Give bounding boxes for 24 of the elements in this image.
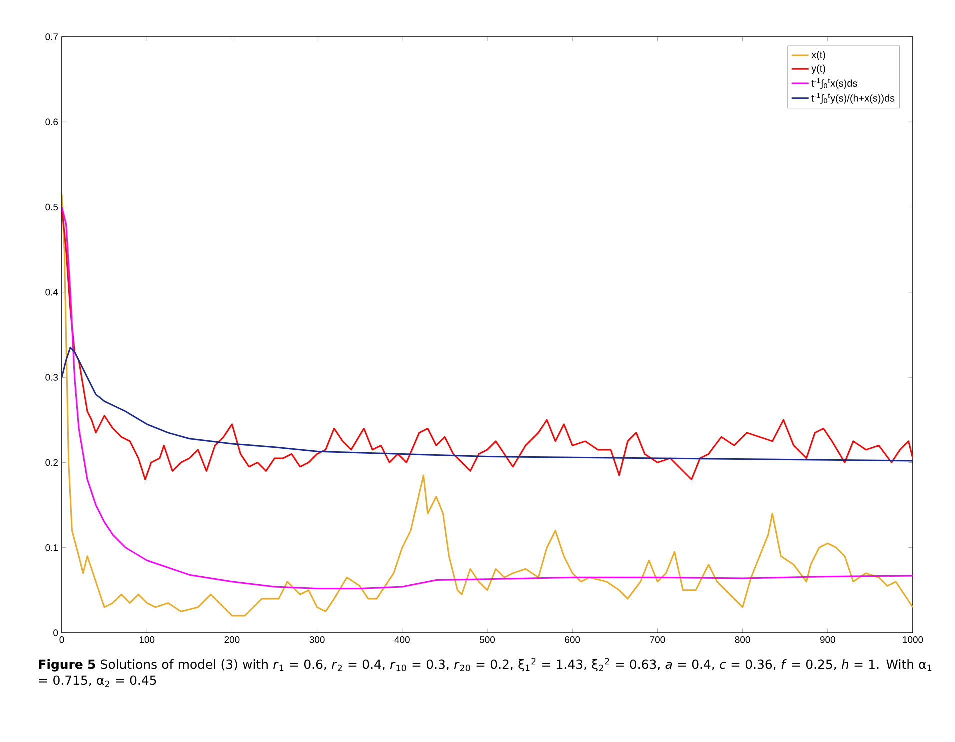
x-tick-label: 200 xyxy=(224,636,240,644)
x-tick-label: 500 xyxy=(480,636,496,644)
x-tick-label: 300 xyxy=(310,636,325,644)
y-tick-label: 0.2 xyxy=(46,459,58,466)
x-tick-label: 900 xyxy=(820,636,836,644)
y-tick-label: 0.5 xyxy=(46,204,58,211)
legend-label: y(t) xyxy=(812,64,826,74)
y-tick-label: 0.1 xyxy=(46,544,58,552)
x-tick-label: 100 xyxy=(140,636,155,644)
x-tick-label: 0 xyxy=(60,636,64,644)
y-tick-label: 0.3 xyxy=(46,374,58,381)
x-tick-label: 1000 xyxy=(903,636,924,644)
y-tick-label: 0.6 xyxy=(46,118,58,126)
legend-label: t$^{-1}$∫$_{0}$$^{t}$x(s)ds xyxy=(812,78,858,90)
y-tick-label: 0.7 xyxy=(46,34,58,40)
y-tick-label: 0.4 xyxy=(46,289,58,296)
x-tick-label: 600 xyxy=(565,636,580,644)
x-tick-label: 400 xyxy=(394,636,410,644)
x-tick-label: 800 xyxy=(735,636,750,644)
legend-label: x(t) xyxy=(812,51,826,60)
x-tick-label: 700 xyxy=(650,636,666,644)
legend-label: t$^{-1}$∫$_{0}$$^{t}$y(s)/(h+x(s))ds xyxy=(812,93,895,104)
y-tick-label: 0 xyxy=(54,630,58,636)
text: Figure 5 Solutions of model (3) with r$_{1}$ = 0.6, r$_{2}$ = 0.4, r$_{10}$ = 0.3, r$_{20}$ = 0.2, ξ$_{1}$$^{2}$ = 1.43, ξ$_{2}$$^{2}$ = 0.63, a = 0.4, c = 0.36, f = 0.25, h = 1. With α$_{1}$ = 0.715, α$_{2}$ = 0.45 xyxy=(39,658,932,688)
